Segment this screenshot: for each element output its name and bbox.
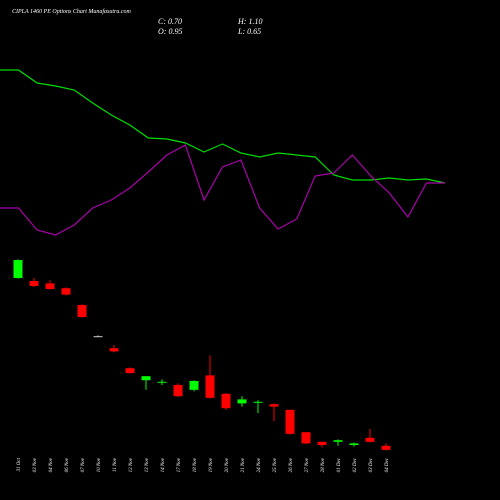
x-tick-label: 06 Nov bbox=[65, 457, 70, 472]
candle-body bbox=[141, 376, 151, 381]
x-tick-label: 25 Nov bbox=[273, 457, 278, 472]
x-tick-label: 04 Nov bbox=[49, 457, 54, 472]
indicator-line bbox=[0, 144, 445, 236]
chart-title: CIPLA 1460 PE Options Chart Munafasutra.… bbox=[12, 8, 132, 15]
candle-body bbox=[189, 381, 199, 390]
candle-body bbox=[365, 437, 375, 442]
candle-body bbox=[173, 385, 183, 397]
x-tick-label: 20 Nov bbox=[225, 457, 230, 472]
candle-body bbox=[253, 401, 263, 403]
ohlc-label: L: 0.65 bbox=[237, 27, 261, 36]
candle-body bbox=[109, 348, 119, 352]
x-tick-label: 24 Nov bbox=[257, 457, 262, 472]
candle-body bbox=[221, 393, 231, 409]
x-tick-label: 07 Nov bbox=[81, 457, 86, 472]
ohlc-label: H: 1.10 bbox=[237, 17, 262, 26]
candle-body bbox=[45, 283, 55, 289]
x-tick-label: 26 Nov bbox=[289, 457, 294, 472]
x-tick-label: 19 Nov bbox=[209, 457, 214, 472]
candle-body bbox=[13, 260, 23, 278]
ohlc-label: O: 0.95 bbox=[158, 27, 182, 36]
x-tick-label: 03 Nov bbox=[33, 457, 38, 472]
x-tick-label: 01 Dec bbox=[337, 457, 342, 472]
x-tick-label: 11 Nov bbox=[113, 457, 118, 472]
candle-body bbox=[157, 381, 167, 383]
candle-body bbox=[61, 288, 71, 295]
x-tick-label: 02 Dec bbox=[353, 457, 358, 472]
candle-body bbox=[205, 375, 215, 398]
x-tick-label: 21 Nov bbox=[241, 457, 246, 472]
x-tick-label: 10 Nov bbox=[97, 457, 102, 472]
x-tick-label: 14 Nov bbox=[161, 457, 166, 472]
candle-body bbox=[125, 368, 135, 373]
x-tick-label: 17 Nov bbox=[177, 457, 182, 472]
candle-body bbox=[317, 441, 327, 445]
ohlc-label: C: 0.70 bbox=[158, 17, 182, 26]
x-tick-label: 28 Nov bbox=[321, 457, 326, 472]
candle-body bbox=[381, 445, 391, 450]
x-tick-label: 12 Nov bbox=[129, 457, 134, 472]
candle-body bbox=[301, 432, 311, 444]
candle-body bbox=[349, 443, 359, 445]
indicator-line bbox=[0, 69, 446, 184]
x-tick-label: 13 Nov bbox=[145, 457, 150, 472]
x-tick-label: 03 Dec bbox=[369, 457, 374, 472]
candle-body bbox=[285, 409, 295, 434]
x-tick-label: 18 Nov bbox=[193, 457, 198, 472]
x-tick-label: 31 Oct bbox=[17, 457, 22, 471]
x-tick-label: 27 Nov bbox=[305, 457, 310, 472]
candle-body bbox=[237, 399, 247, 404]
candle-body bbox=[29, 281, 39, 286]
candle-body bbox=[77, 305, 87, 317]
candle-body bbox=[333, 440, 343, 442]
x-tick-label: 04 Dec bbox=[385, 457, 390, 472]
candle-body bbox=[269, 404, 279, 407]
candle-body bbox=[93, 336, 103, 338]
